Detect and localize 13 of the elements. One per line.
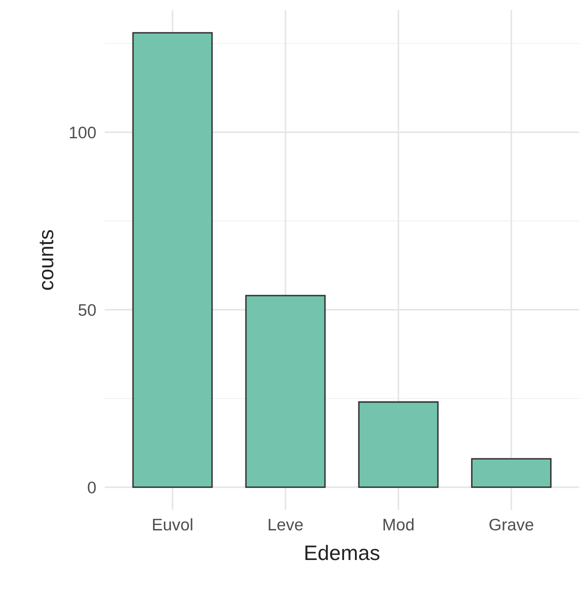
x-axis-title: Edemas — [305, 544, 380, 560]
y-tick-label: 100 — [70, 126, 96, 138]
y-axis-title: counts — [40, 230, 54, 290]
bar — [132, 32, 213, 488]
bar — [358, 401, 439, 488]
x-tick-label: Euvol — [153, 518, 192, 530]
bar — [471, 458, 552, 488]
bar — [245, 294, 326, 488]
y-tick-label: 0 — [88, 482, 96, 494]
x-tick-label: Leve — [268, 518, 303, 530]
y-tick-label: 50 — [78, 304, 96, 316]
x-tick-label: Grave — [489, 518, 534, 530]
x-tick-label: Mod — [384, 518, 414, 530]
